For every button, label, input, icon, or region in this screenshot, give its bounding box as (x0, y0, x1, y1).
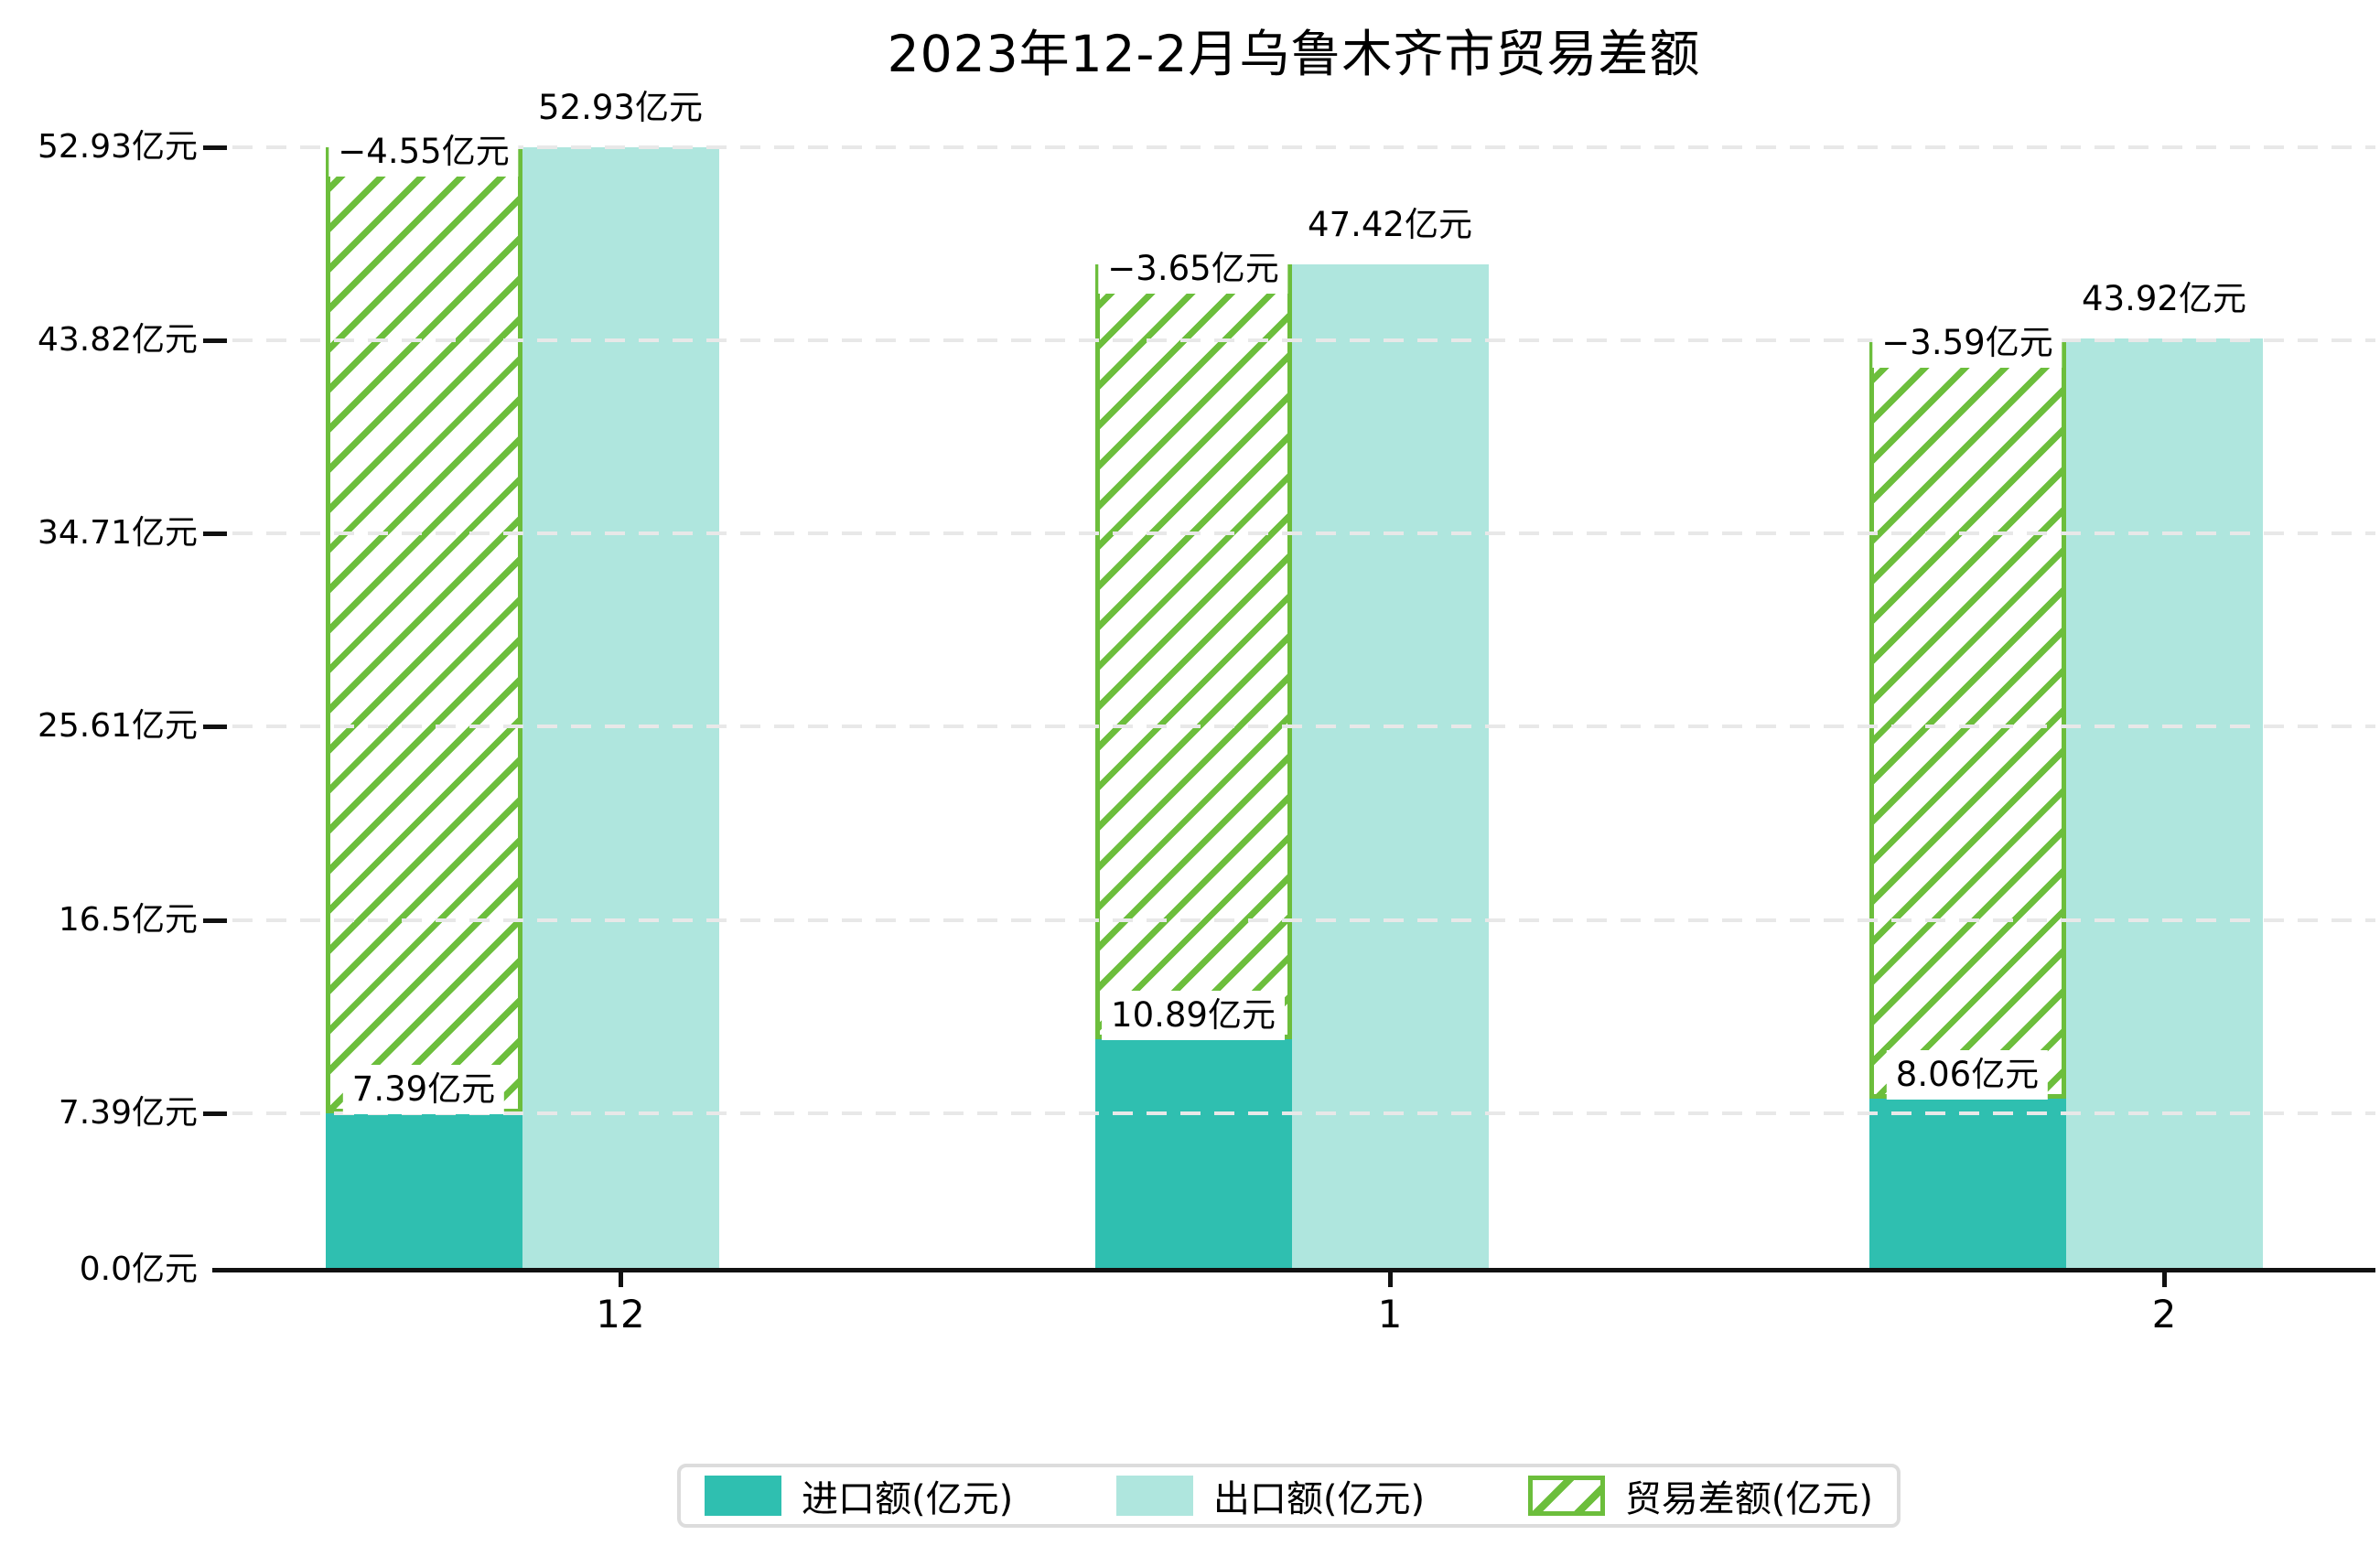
export-bar (2066, 338, 2263, 1270)
export-bar (522, 147, 719, 1270)
import-bar (1869, 1099, 2066, 1270)
export-swatch-icon (1115, 1476, 1193, 1516)
export-bar (1292, 263, 1489, 1270)
y-axis-tick-label: 52.93亿元 (37, 128, 198, 166)
legend-label-import: 进口额(亿元) (802, 1478, 1014, 1520)
legend-item-import: 进口额(亿元) (705, 1469, 1013, 1522)
gridline (232, 531, 2375, 536)
x-axis-tick-label: 12 (596, 1292, 645, 1337)
export-value-label: 43.92亿元 (2073, 274, 2256, 324)
balance-value-label: −3.59亿元 (1872, 317, 2062, 368)
balance-value-label: −4.55亿元 (328, 127, 519, 177)
y-axis-tick (203, 725, 227, 730)
gridline (232, 1111, 2375, 1115)
balance-value-label: −3.65亿元 (1098, 243, 1288, 294)
x-axis-tick (619, 1272, 623, 1287)
y-axis-tick-label: 0.0亿元 (79, 1251, 198, 1288)
y-axis-tick (203, 918, 227, 923)
y-axis-tick-label: 7.39亿元 (58, 1093, 198, 1132)
x-axis-line (212, 1268, 2375, 1272)
import-swatch-icon (705, 1476, 781, 1516)
y-axis-tick (203, 531, 227, 537)
import-value-label: 7.39亿元 (342, 1064, 505, 1114)
chart-title: 2023年12-2月乌鲁木齐市贸易差额 (887, 25, 1701, 83)
legend-label-balance: 贸易差额(亿元) (1624, 1478, 1873, 1520)
gridline (232, 145, 2375, 149)
legend-item-export: 出口额(亿元) (1115, 1469, 1426, 1522)
y-axis-tick (203, 338, 227, 344)
balance-bar (1869, 338, 2066, 1100)
gridline (232, 918, 2375, 922)
y-axis-tick-label: 43.82亿元 (37, 321, 198, 360)
y-axis-tick-label: 16.5亿元 (58, 900, 198, 939)
y-axis-tick (203, 1111, 227, 1116)
legend-item-balance: 贸易差额(亿元) (1527, 1469, 1873, 1522)
export-value-label: 47.42亿元 (1298, 199, 1481, 250)
import-bar (1095, 1038, 1292, 1270)
legend-label-export: 出口额(亿元) (1212, 1478, 1426, 1520)
balance-bar (326, 147, 522, 1113)
x-axis-tick (1388, 1272, 1393, 1287)
export-value-label: 52.93亿元 (529, 83, 712, 133)
import-value-label: 10.89亿元 (1102, 990, 1285, 1040)
gridline (232, 338, 2375, 343)
y-axis-tick-label: 34.71亿元 (37, 514, 198, 553)
y-axis-tick (203, 145, 227, 150)
legend: 进口额(亿元) 出口额(亿元) 贸易差额(亿元) (677, 1464, 1901, 1528)
balance-bar (1095, 263, 1292, 1039)
gridline (232, 725, 2375, 729)
import-bar (326, 1112, 522, 1270)
balance-swatch-icon (1527, 1476, 1605, 1516)
x-axis-tick-label: 2 (2151, 1292, 2177, 1337)
x-axis-tick-label: 1 (1377, 1292, 1403, 1337)
x-axis-tick (2162, 1272, 2167, 1287)
import-value-label: 8.06亿元 (1886, 1050, 2049, 1100)
y-axis-tick-label: 25.61亿元 (37, 707, 198, 746)
